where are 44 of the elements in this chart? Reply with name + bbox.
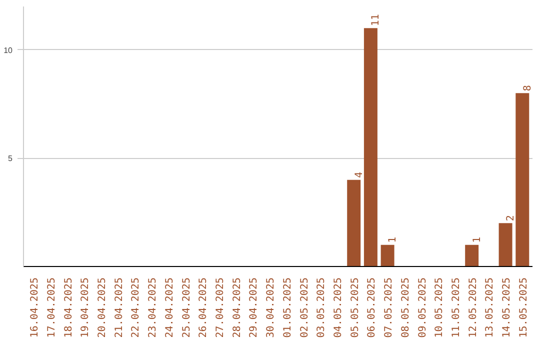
x-tick-label: 05.05.2025 [350, 277, 361, 338]
data-label: 2 [506, 215, 517, 222]
x-tick-label: 08.05.2025 [400, 277, 412, 338]
x-tick-label: 06.05.2025 [366, 277, 378, 338]
data-label: 8 [522, 85, 534, 92]
x-tick-label: 24.04.2025 [164, 277, 176, 338]
y-tick-label: 10 [4, 46, 14, 55]
x-tick-label: 28.04.2025 [232, 277, 243, 338]
x-tick-label: 04.05.2025 [332, 277, 344, 338]
x-tick-label: 16.04.2025 [30, 277, 41, 338]
data-label: 1 [472, 236, 483, 243]
bar [380, 244, 394, 266]
x-tick-label: 09.05.2025 [417, 277, 428, 338]
y-tick-label: 5 [8, 154, 14, 164]
x-tick-label: 13.05.2025 [484, 277, 496, 338]
x-tick-label: 20.04.2025 [97, 277, 108, 338]
x-tick-label: 26.04.2025 [198, 277, 210, 338]
bar [516, 93, 530, 266]
x-tick-label: 14.05.2025 [502, 277, 513, 338]
data-label: 1 [388, 236, 399, 243]
x-tick-label: 29.04.2025 [248, 277, 260, 338]
bar [465, 244, 479, 266]
x-tick-label: 11.05.2025 [450, 277, 462, 338]
x-tick-label: 17.04.2025 [46, 277, 58, 338]
x-tick-label: 22.04.2025 [130, 277, 142, 338]
x-tick-label: 25.04.2025 [181, 277, 192, 338]
x-tick-label: 18.04.2025 [63, 277, 74, 338]
x-tick-label: 10.05.2025 [434, 277, 446, 338]
x-tick-label: 12.05.2025 [468, 277, 479, 338]
x-tick-label: 19.04.2025 [80, 277, 92, 338]
x-tick-label: 23.04.2025 [148, 277, 159, 338]
x-tick-label: 07.05.2025 [384, 277, 395, 338]
x-tick-label: 27.04.2025 [215, 277, 226, 338]
x-tick-label: 21.04.2025 [114, 277, 125, 338]
x-tick-label: 30.04.2025 [266, 277, 277, 338]
data-label: 11 [370, 14, 382, 26]
x-tick-label: 03.05.2025 [316, 277, 328, 338]
x-tick-label: 15.05.2025 [518, 277, 530, 338]
data-label: 4 [354, 172, 365, 178]
x-tick-label: 02.05.2025 [299, 277, 310, 338]
x-tick-label: 01.05.2025 [282, 277, 294, 338]
bar [498, 223, 512, 266]
bar [364, 28, 378, 266]
bar [347, 180, 361, 266]
